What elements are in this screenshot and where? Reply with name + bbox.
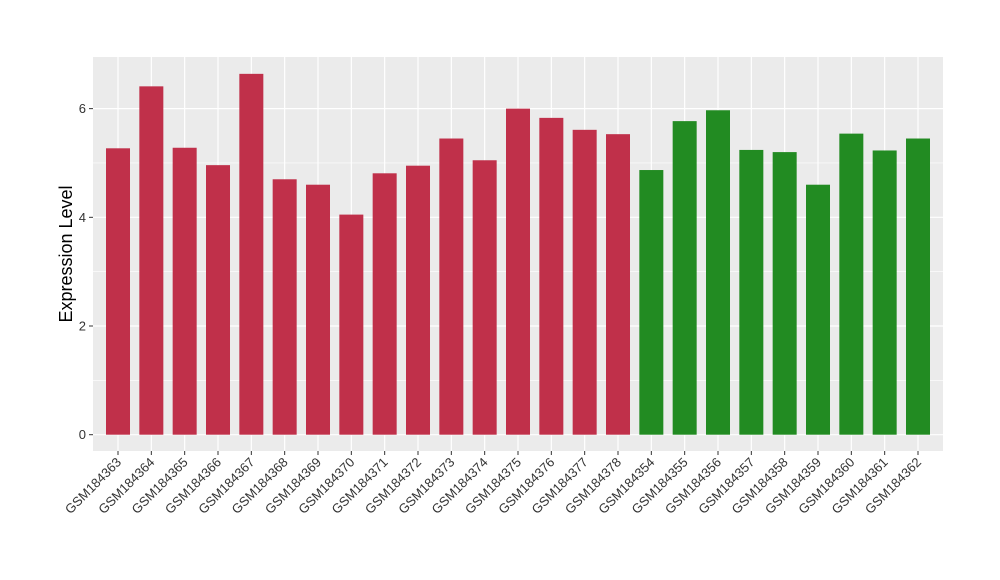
bar: GSM184369: 4.6 xyxy=(306,184,330,435)
bar: GSM184358: 5.2 xyxy=(772,152,797,435)
bar: GSM184364: 6.41 xyxy=(139,86,164,435)
bar: GSM184368: 4.7 xyxy=(272,179,297,435)
bars: GSM184363: 5.27 GSM184364: 6.41 GSM184365:… xyxy=(106,73,930,435)
bar: GSM184361: 5.23 xyxy=(872,150,897,435)
bar: GSM184354: 4.87 xyxy=(639,170,664,435)
y-tick-label: 4 xyxy=(79,210,86,225)
bar: GSM184365: 5.28 xyxy=(172,147,197,435)
bar: GSM184357: 5.24 xyxy=(739,149,764,435)
bar: GSM184362: 5.45 xyxy=(906,138,930,435)
bar: GSM184366: 4.96 xyxy=(206,165,230,435)
bar: GSM184375: 6 xyxy=(506,108,530,435)
bar: GSM184373: 5.45 xyxy=(439,138,464,435)
y-axis: 0 2 4 6 xyxy=(79,101,93,442)
y-tick-label: 6 xyxy=(79,101,86,116)
y-axis-title: Expression Level xyxy=(56,185,76,322)
bar: GSM184363: 5.27 xyxy=(106,148,130,435)
x-axis: GSM184363GSM184364GSM184365GSM184366GSM1… xyxy=(62,451,924,517)
y-tick-label: 0 xyxy=(79,427,86,442)
bar: GSM184359: 4.6 xyxy=(806,184,830,435)
bar: GSM184374: 5.05 xyxy=(472,160,497,435)
bar: GSM184360: 5.54 xyxy=(839,133,864,435)
bar: GSM184370: 4.05 xyxy=(339,214,364,435)
bar: GSM184371: 4.81 xyxy=(372,173,397,435)
bar: GSM184356: 5.97 xyxy=(706,110,730,435)
bar: GSM184378: 5.53 xyxy=(606,134,630,435)
bar: GSM184355: 5.77 xyxy=(672,121,697,435)
bar: GSM184377: 5.61 xyxy=(572,129,597,435)
y-tick-label: 2 xyxy=(79,319,86,334)
bar: GSM184376: 5.83 xyxy=(539,117,564,435)
bar: GSM184367: 6.64 xyxy=(239,73,264,435)
bar: GSM184372: 4.95 xyxy=(406,165,430,435)
